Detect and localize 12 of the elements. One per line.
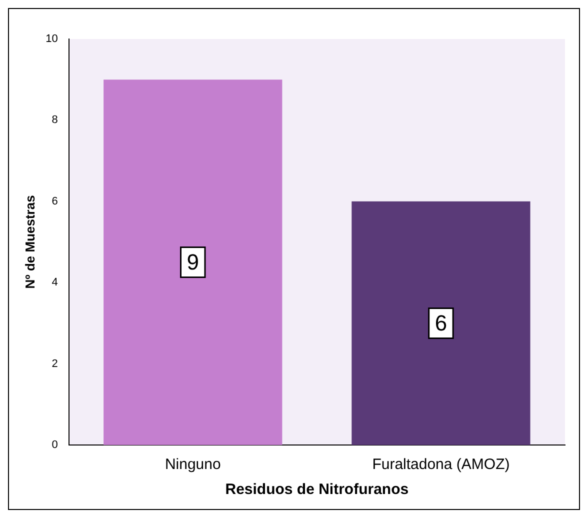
y-axis-title: Nº de Muestras <box>22 195 38 289</box>
x-tick-label: Furaltadona (AMOZ) <box>372 456 510 474</box>
data-label: 6 <box>434 310 448 336</box>
x-axis-title: Residuos de Nitrofuranos <box>225 481 409 498</box>
y-tick-label: 8 <box>52 114 58 126</box>
x-tick-label: Ninguno <box>164 456 221 474</box>
y-tick-label: 4 <box>52 276 58 289</box>
y-tick-label: 0 <box>52 439 58 452</box>
data-label: 9 <box>186 249 199 274</box>
y-tick-label: 10 <box>46 33 58 46</box>
y-tick-label: 2 <box>52 358 58 370</box>
y-tick-label: 6 <box>52 195 58 208</box>
